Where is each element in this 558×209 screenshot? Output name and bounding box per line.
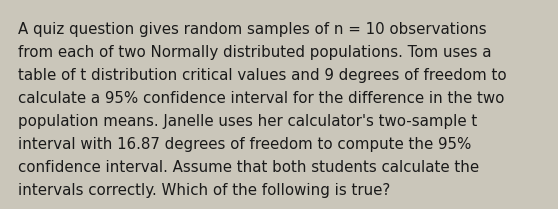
Text: calculate a 95% confidence interval for the difference in the two: calculate a 95% confidence interval for … (18, 91, 504, 106)
Text: A quiz question gives random samples of n = 10 observations: A quiz question gives random samples of … (18, 22, 487, 37)
Text: from each of two Normally distributed populations. Tom uses a: from each of two Normally distributed po… (18, 45, 492, 60)
Text: interval with 16.87 degrees of freedom to compute the 95%: interval with 16.87 degrees of freedom t… (18, 137, 472, 152)
Text: table of t distribution critical values and 9 degrees of freedom to: table of t distribution critical values … (18, 68, 507, 83)
Text: population means. Janelle uses her calculator's two-sample t: population means. Janelle uses her calcu… (18, 114, 477, 129)
Text: intervals correctly. Which of the following is true?: intervals correctly. Which of the follow… (18, 183, 390, 198)
Text: confidence interval. Assume that both students calculate the: confidence interval. Assume that both st… (18, 160, 479, 175)
